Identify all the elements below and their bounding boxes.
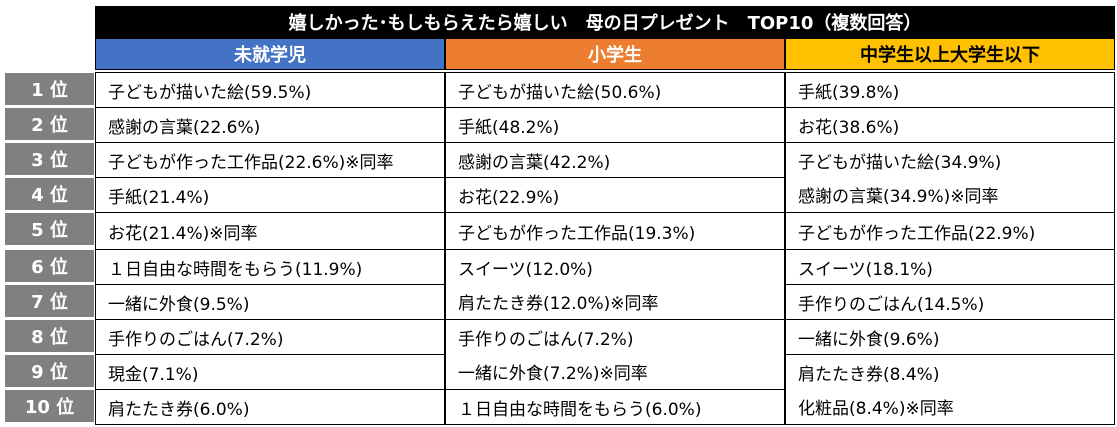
column-header-elementary: 小学生: [445, 38, 785, 70]
elementary-rank-7: 肩たたき券(12.0%)※同率: [458, 294, 659, 315]
preschool-rank-6: １日自由な時間をもらう(11.9%): [95, 249, 445, 285]
rank-label-2: 2 位: [4, 107, 95, 141]
junior-high-rank-9: 肩たたき券(8.4%): [798, 364, 940, 385]
column-header-junior-high-to-university: 中学生以上大学生以下: [785, 38, 1115, 70]
junior-high-rank-8: 一緒に外食(9.6%): [785, 319, 1115, 355]
rank-label-6: 6 位: [4, 249, 95, 283]
junior-high-rank-6: スイーツ(18.1%): [785, 249, 1115, 285]
rank-label-1: 1 位: [4, 72, 95, 106]
preschool-rank-7: 一緒に外食(9.5%): [95, 284, 445, 320]
elementary-rank-2: 手紙(48.2%): [445, 107, 785, 143]
rank-label-4: 4 位: [4, 177, 95, 211]
elementary-rank-4: お花(22.9%): [445, 177, 785, 213]
junior-high-rank-7: 手作りのごはん(14.5%): [785, 284, 1115, 320]
preschool-rank-2: 感謝の言葉(22.6%): [95, 107, 445, 143]
junior-high-rank-4: 感謝の言葉(34.9%)※同率: [798, 187, 999, 208]
preschool-rank-10: 肩たたき券(6.0%): [95, 389, 445, 425]
junior-high-rank-3: 子どもが描いた絵(34.9%): [798, 152, 1002, 173]
rank-label-9: 9 位: [4, 354, 95, 388]
junior-high-rank-9-10: 肩たたき券(8.4%) 化粧品(8.4%)※同率: [785, 354, 1115, 425]
elementary-rank-9: 一緒に外食(7.2%)※同率: [458, 364, 648, 385]
preschool-rank-5: お花(21.4%)※同率: [95, 212, 445, 250]
column-header-preschool: 未就学児: [95, 38, 445, 70]
junior-high-rank-3-4: 子どもが描いた絵(34.9%) 感謝の言葉(34.9%)※同率: [785, 142, 1115, 213]
elementary-rank-6: スイーツ(12.0%): [458, 259, 593, 280]
junior-high-rank-1: 手紙(39.8%): [785, 72, 1115, 108]
junior-high-rank-5: 子どもが作った工作品(22.9%): [785, 212, 1115, 250]
junior-high-rank-10: 化粧品(8.4%)※同率: [798, 399, 954, 420]
elementary-rank-3: 感謝の言葉(42.2%): [445, 142, 785, 178]
rank-label-8: 8 位: [4, 319, 95, 353]
preschool-rank-3: 子どもが作った工作品(22.6%)※同率: [95, 142, 445, 178]
elementary-rank-10: １日自由な時間をもらう(6.0%): [445, 389, 785, 425]
rank-label-3: 3 位: [4, 142, 95, 176]
preschool-rank-8: 手作りのごはん(7.2%): [95, 319, 445, 355]
preschool-rank-4: 手紙(21.4%): [95, 177, 445, 213]
rank-label-10: 10 位: [4, 389, 95, 423]
elementary-rank-8: 手作りのごはん(7.2%): [458, 329, 634, 350]
elementary-rank-5: 子どもが作った工作品(19.3%): [445, 212, 785, 250]
junior-high-rank-2: お花(38.6%): [785, 107, 1115, 143]
table-title: 嬉しかった･もしもらえたら嬉しい 母の日プレゼント TOP10（複数回答）: [95, 6, 1115, 38]
rank-label-5: 5 位: [4, 212, 95, 246]
elementary-rank-8-9: 手作りのごはん(7.2%) 一緒に外食(7.2%)※同率: [445, 319, 785, 390]
preschool-rank-9: 現金(7.1%): [95, 354, 445, 390]
elementary-rank-6-7: スイーツ(12.0%) 肩たたき券(12.0%)※同率: [445, 249, 785, 320]
elementary-rank-1: 子どもが描いた絵(50.6%): [445, 72, 785, 108]
rank-label-7: 7 位: [4, 284, 95, 318]
preschool-rank-1: 子どもが描いた絵(59.5%): [95, 72, 445, 108]
